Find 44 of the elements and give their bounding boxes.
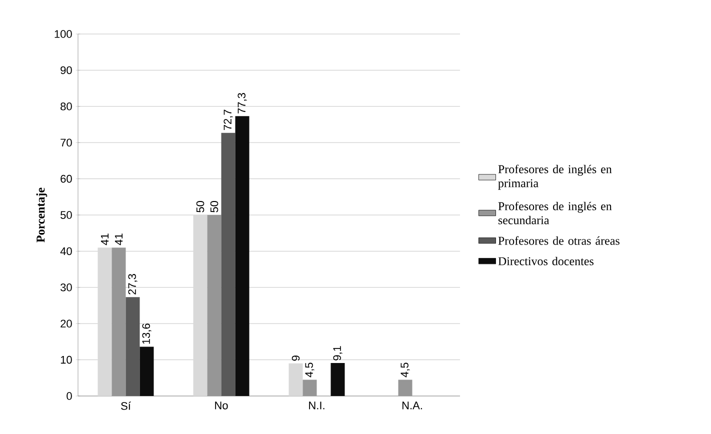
- x-tick-label: N.A.: [402, 402, 422, 410]
- bar: [221, 132, 236, 396]
- data-label: 41: [100, 234, 109, 246]
- data-label: 9: [292, 356, 300, 361]
- bar: [140, 346, 154, 396]
- legend-label: Profesores de otras áreas: [498, 236, 620, 245]
- legend-label: Profesores de inglés en secundaria: [498, 202, 612, 224]
- y-tick-label: 50: [60, 211, 72, 219]
- data-label: 27,3: [128, 274, 138, 294]
- data-label: 4,5: [400, 362, 410, 378]
- y-tick-label: 10: [60, 356, 72, 364]
- bar: [398, 380, 412, 396]
- y-tick-label: 70: [60, 138, 72, 146]
- y-tick-label: 40: [60, 247, 72, 256]
- data-label: 4,5: [305, 362, 314, 378]
- data-label: 72,7: [224, 110, 233, 130]
- y-axis-title: Porcentaje: [36, 188, 48, 242]
- y-tick-label: 60: [60, 174, 72, 183]
- y-tick-label: 100: [54, 30, 72, 38]
- legend-label: Profesores de inglés en primaria: [498, 164, 612, 190]
- data-label: 77,3: [238, 93, 247, 114]
- bar: [193, 215, 208, 396]
- data-label: 13,6: [142, 324, 152, 344]
- bar: [302, 380, 317, 396]
- bar: [288, 363, 303, 396]
- y-tick-label: 0: [66, 392, 72, 400]
- y-tick-label: 80: [60, 102, 72, 110]
- data-label: 41: [114, 234, 123, 246]
- data-label: 50: [210, 201, 218, 212]
- bar: [98, 248, 112, 396]
- data-label: 9,1: [333, 346, 342, 360]
- bar: [207, 215, 222, 396]
- x-tick-label: N.I.: [309, 402, 324, 410]
- x-tick-label: Sí: [121, 402, 131, 410]
- y-tick-label: 90: [60, 66, 72, 74]
- bar: [112, 248, 126, 396]
- bar: [126, 297, 140, 396]
- x-tick-label: No: [215, 402, 228, 410]
- bar: [330, 363, 345, 396]
- bar: [235, 116, 250, 396]
- legend-label: Directivos docentes: [498, 256, 594, 266]
- data-label: 50: [196, 201, 204, 212]
- y-tick-label: 20: [60, 320, 72, 328]
- y-tick-label: 30: [60, 284, 72, 292]
